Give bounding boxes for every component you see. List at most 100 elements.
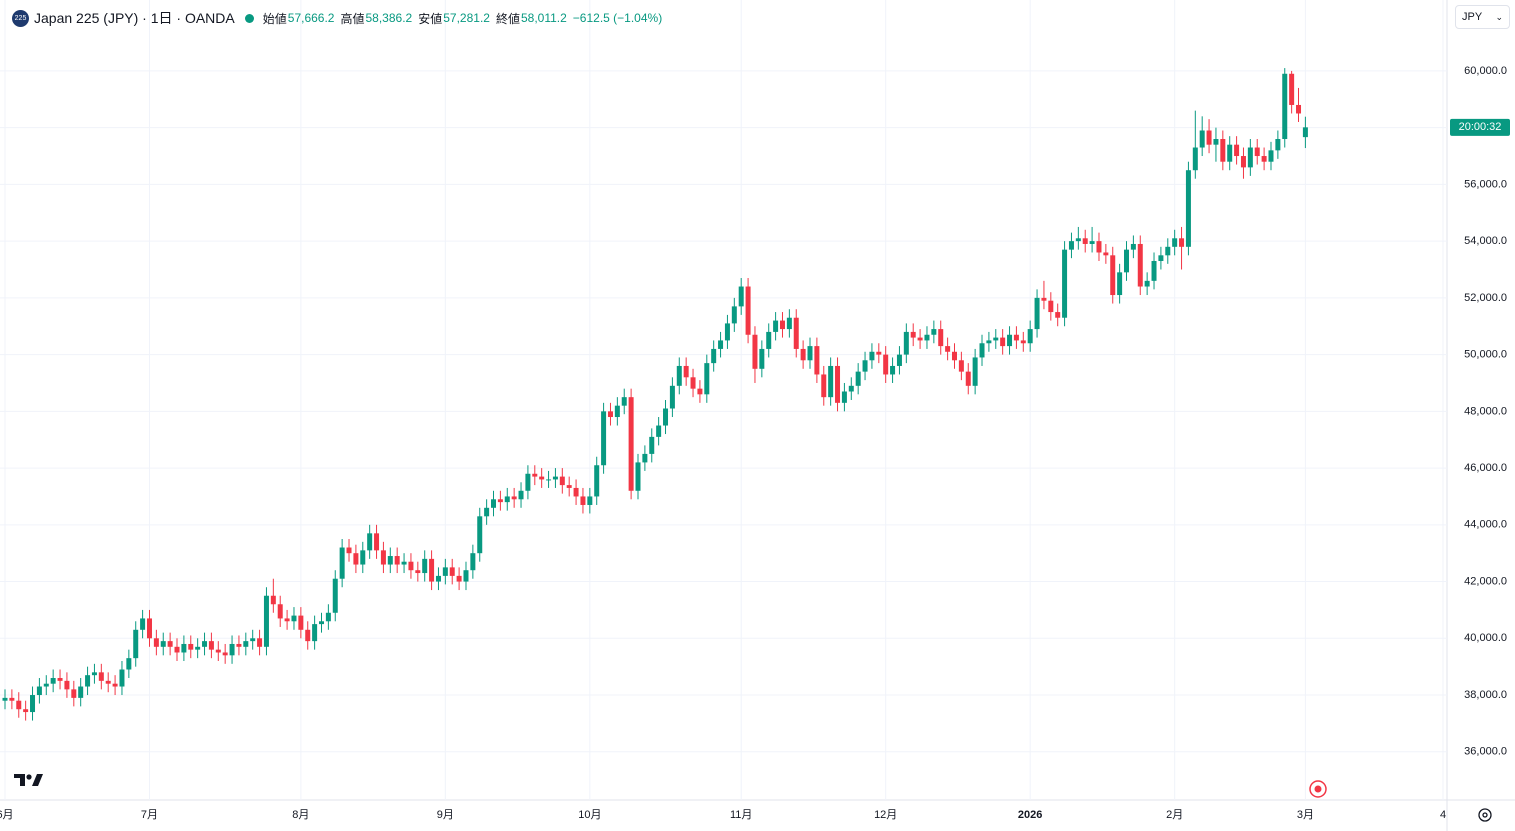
candle-body — [181, 643, 187, 653]
candle-body — [614, 405, 620, 418]
candle-body — [504, 496, 510, 503]
candle-body — [291, 615, 297, 622]
candle-body — [1158, 255, 1164, 261]
candle-body — [23, 709, 29, 713]
candle-body — [1082, 238, 1088, 244]
x-tick-label: 12月 — [874, 809, 897, 821]
candle-body — [676, 365, 682, 386]
candle-body — [408, 561, 414, 571]
candle-body — [766, 331, 772, 349]
x-tick-label: 4 — [1440, 809, 1446, 821]
candle-body — [552, 476, 558, 480]
alert-icon[interactable] — [1309, 780, 1327, 798]
symbol-title[interactable]: Japan 225 (JPY) · 1日 · OANDA — [34, 10, 235, 26]
candle-body — [353, 553, 359, 565]
candle-body — [112, 683, 118, 687]
candle-body — [422, 558, 428, 574]
candle-body — [305, 629, 311, 642]
candle-body — [1137, 243, 1143, 287]
tradingview-logo — [14, 774, 43, 786]
candle-body — [298, 615, 304, 630]
settings-icon[interactable] — [1478, 808, 1492, 822]
candle-body — [1103, 252, 1109, 256]
high-label: 高値 — [340, 11, 365, 26]
candle-body — [119, 669, 125, 687]
candle-body — [64, 680, 70, 690]
candle-body — [401, 561, 407, 565]
open-label: 始値 — [262, 11, 287, 26]
candle-body — [972, 357, 978, 386]
candle-body — [449, 567, 455, 576]
candle-body — [539, 476, 545, 480]
candle-body — [580, 496, 586, 505]
candle-body — [1117, 272, 1123, 296]
candle-body — [105, 680, 111, 684]
grid — [0, 0, 1447, 800]
candle-body — [635, 462, 641, 491]
candle-body — [16, 700, 22, 710]
candle-body — [250, 638, 256, 642]
candle-body — [1165, 246, 1171, 256]
candle-body — [57, 678, 63, 681]
candle-body — [140, 618, 146, 630]
candle-body — [1034, 297, 1040, 330]
candle-body — [869, 351, 875, 361]
candle-body — [167, 641, 173, 647]
candle-body — [628, 397, 634, 491]
candle-body — [222, 652, 228, 656]
candle-body — [752, 334, 758, 369]
candle-body — [36, 686, 42, 696]
candle-body — [559, 476, 565, 486]
candle-body — [1151, 260, 1157, 281]
candle-body — [71, 689, 77, 698]
candle-body — [779, 320, 785, 330]
x-tick-label: 7月 — [141, 809, 158, 821]
candle-body — [745, 286, 751, 335]
candle-body — [786, 317, 792, 330]
candle-body — [380, 550, 386, 565]
x-tick-label: 2026 — [1018, 809, 1042, 821]
candle-body — [607, 411, 613, 418]
currency-label: JPY — [1462, 11, 1483, 23]
candle-body — [491, 499, 497, 508]
currency-select[interactable]: JPY ⌄ — [1455, 5, 1510, 29]
candle-body — [1124, 249, 1130, 273]
candle-body — [697, 388, 703, 395]
candle-body — [683, 365, 689, 378]
axes: 36,000.0 38,000.0 40,000.0 42,000.0 44,000.0… — [0, 65, 1507, 821]
candle-body — [1048, 300, 1054, 313]
close-label: 終値 — [495, 11, 520, 26]
candle-body — [126, 658, 132, 670]
x-tick-label: 8月 — [292, 809, 309, 821]
candle-body — [841, 391, 847, 403]
y-tick-label: 38,000.0 — [1464, 689, 1507, 701]
symbol-header: 225 Japan 225 (JPY) · 1日 · OANDA 始値 57,66… — [12, 8, 668, 28]
x-tick-label: 9月 — [437, 809, 454, 821]
candle-body — [738, 286, 744, 307]
change-value: −612.5 (−1.04%) — [572, 11, 663, 25]
candle-body — [1282, 73, 1288, 140]
high-value: 58,386.2 — [365, 11, 413, 25]
y-tick-label: 48,000.0 — [1464, 405, 1507, 417]
candle-body — [243, 641, 249, 647]
y-tick-label: 50,000.0 — [1464, 349, 1507, 361]
candle-body — [828, 365, 834, 398]
candle-body — [484, 507, 490, 517]
candle-body — [174, 646, 180, 653]
candle-body — [1192, 147, 1198, 171]
candle-body — [821, 374, 827, 398]
candle-body — [229, 643, 235, 656]
candle-body — [546, 479, 552, 481]
y-tick-label: 44,000.0 — [1464, 519, 1507, 531]
open-value: 57,666.2 — [287, 11, 335, 25]
candle-body — [1199, 130, 1205, 148]
candle-body — [332, 578, 338, 613]
candle-body — [704, 363, 710, 395]
candle-body — [429, 558, 435, 582]
candle-body — [346, 547, 352, 554]
candle-body — [938, 329, 944, 347]
symbol-badge: 225 — [12, 9, 29, 27]
candle-body — [669, 385, 675, 409]
